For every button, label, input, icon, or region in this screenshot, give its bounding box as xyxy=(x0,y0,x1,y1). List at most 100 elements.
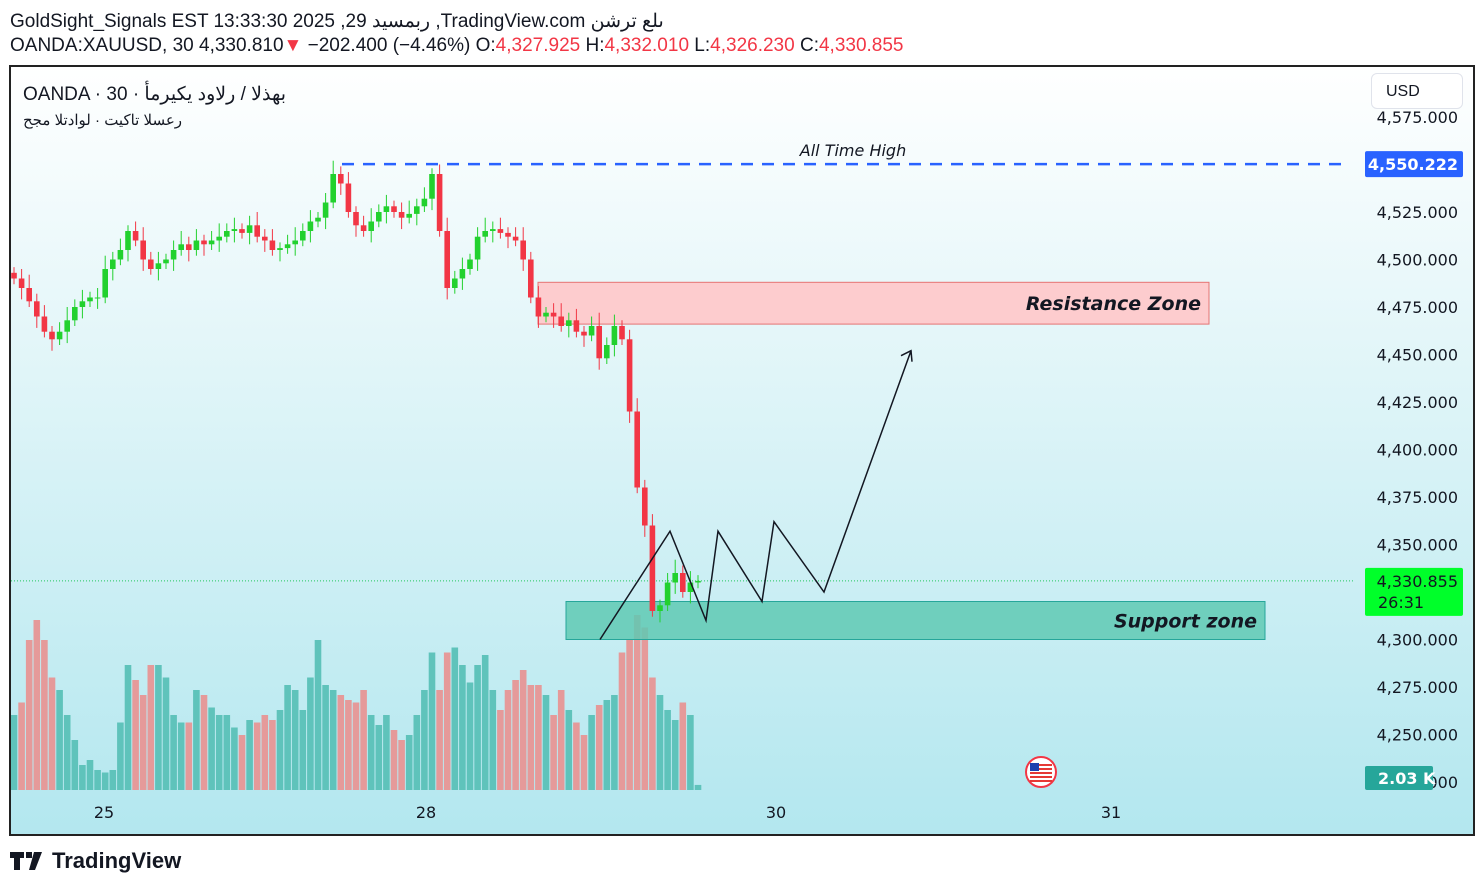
price-axis-label: 4,250.000 xyxy=(1377,726,1458,745)
candle-body xyxy=(269,240,276,250)
volume-bar xyxy=(679,702,687,790)
volume-bar xyxy=(48,677,56,790)
volume-bar xyxy=(573,722,580,790)
close-label: C: xyxy=(799,35,819,56)
volume-bar xyxy=(489,690,497,790)
candle-body xyxy=(406,213,412,218)
candle-body xyxy=(110,259,116,269)
volume-bar xyxy=(649,677,656,790)
volume-tag-label: 2.03 K xyxy=(1378,769,1436,788)
candle-body xyxy=(360,225,367,231)
tradingview-logo: TradingView xyxy=(10,848,181,874)
volume-bar xyxy=(71,740,79,790)
candle-body xyxy=(490,229,496,231)
candle-body xyxy=(459,269,466,279)
candle-body xyxy=(421,198,428,207)
candle-body xyxy=(444,231,450,288)
candle-body xyxy=(550,312,557,317)
volume-bar xyxy=(147,665,155,790)
volume-bar xyxy=(603,700,611,790)
volume-bar xyxy=(231,727,238,790)
candle-body xyxy=(72,307,78,321)
volume-bar xyxy=(223,715,231,790)
candle-body xyxy=(535,297,542,317)
candle-body xyxy=(604,345,610,359)
open-value: 4,327.925 xyxy=(495,35,581,56)
volume-bar xyxy=(208,707,215,790)
volume-bar xyxy=(687,715,694,790)
volume-bar xyxy=(109,770,117,790)
candle-body xyxy=(254,225,260,237)
candle-body xyxy=(649,525,656,611)
volume-bar xyxy=(481,655,489,790)
candle-body xyxy=(148,259,154,269)
volume-bar xyxy=(405,735,413,790)
price-axis-label: 4,575.000 xyxy=(1377,108,1458,127)
candle-body xyxy=(34,301,40,317)
low-label: L: xyxy=(694,35,711,56)
candle-body xyxy=(307,221,314,231)
volume-bar xyxy=(375,725,383,790)
volume-bar xyxy=(253,722,261,790)
candle-body xyxy=(642,487,648,526)
volume-bar xyxy=(428,652,436,790)
volume-bar xyxy=(451,647,459,790)
volume-bar xyxy=(497,710,504,790)
us-flag-event-icon[interactable] xyxy=(1025,756,1057,788)
candle-body xyxy=(224,231,230,237)
candle-body xyxy=(132,231,139,241)
volume-bar xyxy=(307,677,314,790)
candle-body xyxy=(277,248,283,250)
volume-bar xyxy=(185,722,193,790)
volume-bar xyxy=(41,640,48,790)
volume-bar xyxy=(352,702,360,790)
price-axis-label: 4,350.000 xyxy=(1377,536,1458,555)
candle-body xyxy=(94,297,101,299)
volume-bar xyxy=(360,690,367,790)
flag-stripe xyxy=(1030,768,1052,770)
volume-bar xyxy=(618,652,626,790)
candle-body xyxy=(231,229,238,231)
candle-body xyxy=(178,244,184,250)
volume-bar xyxy=(504,690,512,790)
volume-bar xyxy=(215,715,223,790)
candle-body xyxy=(330,174,336,203)
currency-button[interactable]: USD xyxy=(1371,73,1463,109)
last-price-tag xyxy=(1365,567,1463,616)
candle-body xyxy=(193,240,200,250)
candle-body xyxy=(338,174,344,184)
close-value: 4,330.855 xyxy=(818,35,904,56)
candle-body xyxy=(611,326,618,345)
chart-pane[interactable]: Resistance Zone Support zone All Time High… xyxy=(9,65,1475,836)
volume-bar xyxy=(291,690,299,790)
volume-bar xyxy=(193,690,200,790)
all-time-high-label: All Time High xyxy=(799,141,906,160)
volume-bar xyxy=(18,702,25,790)
volume-bar xyxy=(527,685,535,790)
volume-bar xyxy=(132,680,139,790)
volume-bar xyxy=(535,685,542,790)
candle-body xyxy=(566,320,572,326)
volume-bar xyxy=(443,652,451,790)
candle-body xyxy=(626,339,633,412)
volume-bar xyxy=(124,665,132,790)
time-axis-label: 28 xyxy=(416,803,436,822)
candle-body xyxy=(581,331,587,336)
candle-body xyxy=(573,320,580,332)
support-zone-label: Support zone xyxy=(1114,611,1257,633)
candle-body xyxy=(117,250,124,260)
volume-bar xyxy=(557,690,565,790)
symbol: OANDA:XAUUSD, 30 xyxy=(10,35,194,56)
candle-body xyxy=(528,259,534,298)
price-chart[interactable]: Resistance Zone Support zone All Time High… xyxy=(11,67,1473,834)
candle-body xyxy=(125,231,131,250)
candle-body xyxy=(687,582,694,592)
volume-bar xyxy=(519,670,527,790)
volume-tag xyxy=(1365,766,1433,790)
price-axis-label: 4,475.000 xyxy=(1377,298,1458,317)
chart-legend-indicators: رعسلا تاكيت · لوادتلا مجح xyxy=(23,112,183,129)
candle-body xyxy=(368,221,374,231)
candle-body xyxy=(619,326,625,340)
candle-body xyxy=(170,250,177,260)
volume-bar xyxy=(542,695,550,790)
